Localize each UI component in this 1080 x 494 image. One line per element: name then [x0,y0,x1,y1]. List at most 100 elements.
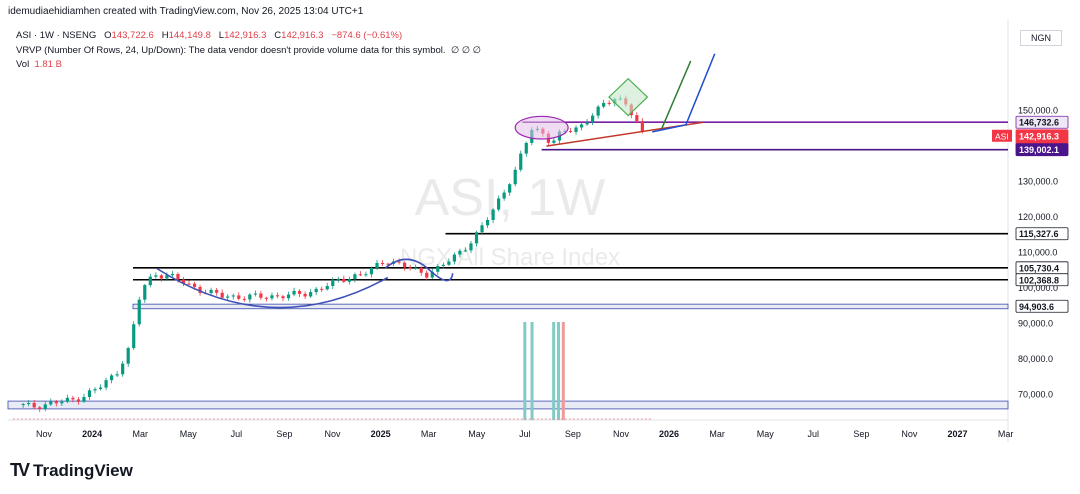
ohlc-change: −874.6 (−0.61%) [331,30,403,41]
candle [403,262,407,268]
tradingview-logo-text: TradingView [33,460,133,480]
support-zone-0[interactable] [132,303,1009,310]
price-label-1: 142,916.3 [1019,131,1059,141]
vrvp-legend[interactable]: VRVP (Number Of Rows, 24, Up/Down): The … [16,45,481,56]
candle [220,292,224,298]
candle [591,115,595,123]
candle [303,293,307,297]
candle [43,404,47,409]
tradingview-logo[interactable]: TV TradingView [10,460,133,481]
candle [452,254,456,262]
volume-label: Vol [16,59,30,70]
candle [60,401,64,404]
candle [347,279,351,282]
y-tick-label: 90,000.0 [1018,319,1053,329]
candle [309,292,313,297]
candle [115,374,119,376]
y-tick-label: 110,000.0 [1018,248,1057,258]
x-tick-label: May [757,429,775,439]
candle [336,278,340,280]
candle [375,262,379,268]
candle [469,243,473,251]
candle [358,274,363,276]
candle [242,298,246,300]
attribution-text: idemudiaehidiamhen created with TradingV… [8,6,364,17]
candle [121,363,125,375]
candle [110,375,114,381]
candle [425,272,429,278]
x-tick-label: 2025 [371,429,391,439]
ohlc-low: 142,916.3 [224,30,267,41]
candle [148,276,152,286]
candle [32,402,36,408]
x-tick-label: Nov [613,429,630,439]
candle [497,198,501,210]
symbol-legend: ASI · 1W · NSENG O143,722.6 H144,149.8 L… [16,30,402,41]
price-label-4: 105,730.4 [1019,263,1059,273]
candle [87,390,92,397]
volume-bar-0 [523,322,527,420]
candle [574,127,578,132]
price-label-box-2 [1015,143,1069,157]
ohlc-open: 143,722.6 [111,30,154,41]
tradingview-logo-icon: TV [10,460,30,480]
currency-selector[interactable]: NGN [1020,30,1062,46]
candle [253,293,257,295]
handle-pattern-arc[interactable] [384,258,454,282]
x-tick-label: Sep [853,429,869,439]
candle [602,102,606,107]
watermark-title: ASI, 1W [415,169,606,227]
candle [54,401,58,404]
candle [209,289,213,294]
candle [226,296,230,298]
vrvp-text: VRVP (Number Of Rows, 24, Up/Down): The … [16,45,446,56]
volume-bar-1 [530,322,534,420]
candle [76,399,81,402]
candle [248,294,252,300]
candle [607,102,611,104]
candle [635,115,639,122]
highlight-ellipse[interactable] [514,115,569,140]
x-tick-label: Nov [901,429,918,439]
highlight-diamond[interactable] [608,77,649,117]
candle [436,265,440,272]
price-label-box-3 [1015,227,1069,241]
candle [596,106,600,116]
symbol-tag-box [992,129,1012,142]
candle [237,295,241,299]
volume-legend: Vol 1.81 B [16,59,62,70]
vrvp-visibility-icons[interactable]: ∅ ∅ ∅ [450,45,481,56]
candle [165,275,169,279]
candle [93,389,97,391]
x-tick-label: Nov [36,429,53,439]
candle [38,407,42,409]
projection-path-1[interactable] [652,53,716,133]
volume-bar-2 [552,322,556,420]
support-zone-1[interactable] [7,400,1009,410]
x-tick-label: Jul [808,429,820,439]
candle [82,396,86,402]
candle [104,380,108,388]
ohlc-high: 144,149.8 [168,30,211,41]
x-tick-label: Jul [231,429,243,439]
candle [132,324,136,349]
cup-pattern-arc[interactable] [156,267,389,309]
candle [474,232,479,244]
x-tick-label: Nov [325,429,342,439]
price-label-6: 94,903.6 [1019,302,1054,312]
candle [281,296,285,299]
x-tick-label: 2026 [659,429,679,439]
y-tick-label: 150,000.0 [1018,106,1058,116]
candle [275,295,280,297]
candle [430,271,434,278]
candle [369,267,374,275]
candle [441,264,445,266]
candle [480,225,484,233]
candle [447,261,451,265]
projection-path-0[interactable] [661,60,692,129]
y-tick-label: 80,000.0 [1018,354,1053,364]
candle [568,131,573,133]
symbol-line: ASI · 1W · NSENG [16,30,97,41]
